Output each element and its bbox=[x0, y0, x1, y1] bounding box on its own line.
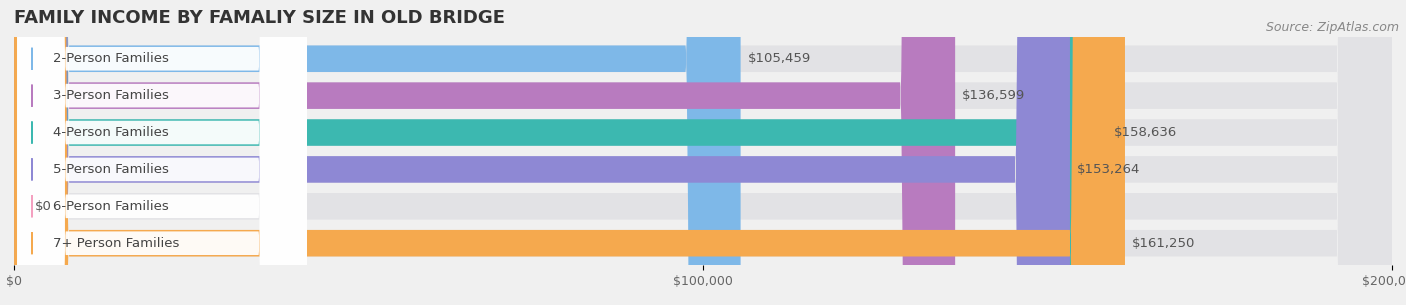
Text: 4-Person Families: 4-Person Families bbox=[52, 126, 169, 139]
Text: 6-Person Families: 6-Person Families bbox=[52, 200, 169, 213]
FancyBboxPatch shape bbox=[14, 0, 1392, 305]
FancyBboxPatch shape bbox=[14, 0, 741, 305]
FancyBboxPatch shape bbox=[14, 0, 955, 305]
FancyBboxPatch shape bbox=[14, 0, 1125, 305]
FancyBboxPatch shape bbox=[17, 0, 307, 305]
FancyBboxPatch shape bbox=[14, 0, 1070, 305]
FancyBboxPatch shape bbox=[14, 0, 1107, 305]
Text: $153,264: $153,264 bbox=[1077, 163, 1140, 176]
FancyBboxPatch shape bbox=[14, 0, 1392, 305]
FancyBboxPatch shape bbox=[14, 0, 1392, 305]
Text: Source: ZipAtlas.com: Source: ZipAtlas.com bbox=[1265, 21, 1399, 34]
Text: FAMILY INCOME BY FAMALIY SIZE IN OLD BRIDGE: FAMILY INCOME BY FAMALIY SIZE IN OLD BRI… bbox=[14, 9, 505, 27]
FancyBboxPatch shape bbox=[14, 0, 1392, 305]
Text: $136,599: $136,599 bbox=[962, 89, 1025, 102]
Text: $161,250: $161,250 bbox=[1132, 237, 1195, 250]
Text: 5-Person Families: 5-Person Families bbox=[52, 163, 169, 176]
FancyBboxPatch shape bbox=[14, 0, 1392, 305]
FancyBboxPatch shape bbox=[14, 0, 1392, 305]
Text: $105,459: $105,459 bbox=[748, 52, 811, 65]
FancyBboxPatch shape bbox=[17, 0, 307, 305]
FancyBboxPatch shape bbox=[17, 0, 307, 305]
FancyBboxPatch shape bbox=[17, 0, 307, 305]
Text: 7+ Person Families: 7+ Person Families bbox=[52, 237, 179, 250]
Text: $158,636: $158,636 bbox=[1114, 126, 1177, 139]
FancyBboxPatch shape bbox=[17, 0, 307, 305]
Text: 2-Person Families: 2-Person Families bbox=[52, 52, 169, 65]
Text: $0: $0 bbox=[35, 200, 52, 213]
FancyBboxPatch shape bbox=[17, 0, 307, 305]
Text: 3-Person Families: 3-Person Families bbox=[52, 89, 169, 102]
